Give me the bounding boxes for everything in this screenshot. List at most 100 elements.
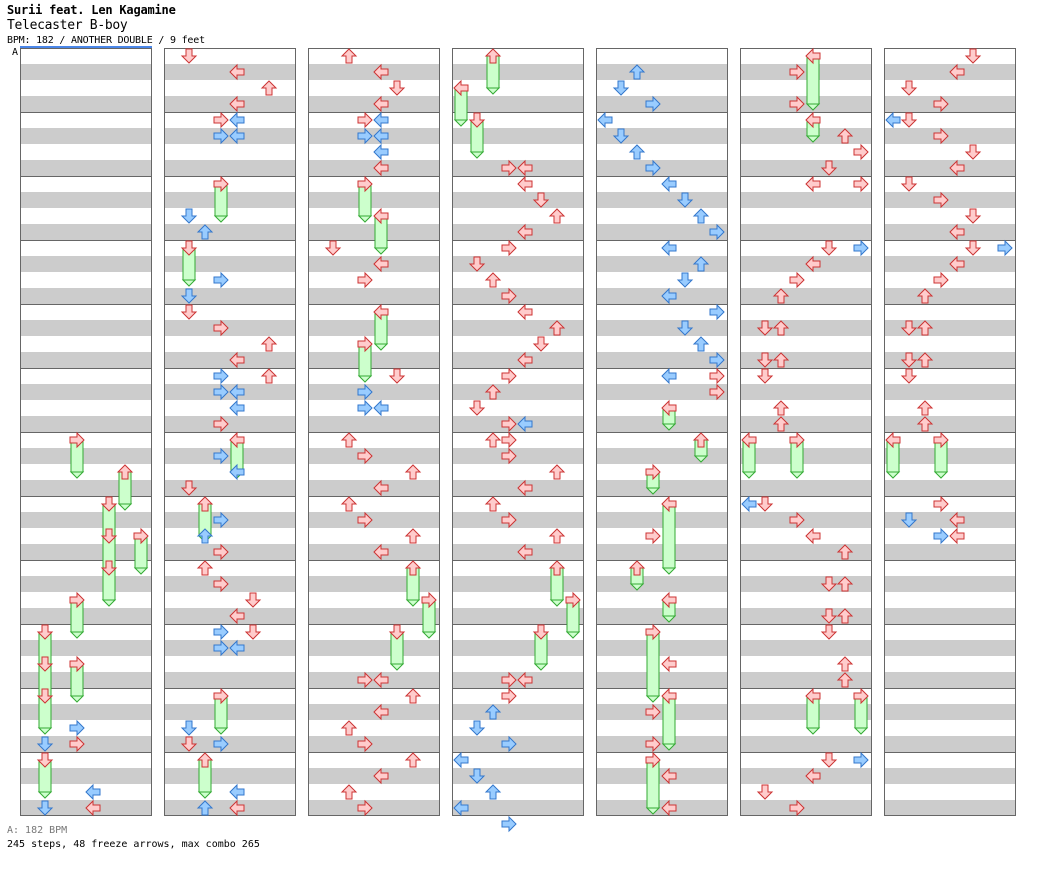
freeze-arrow bbox=[116, 464, 134, 480]
beat-stripe bbox=[740, 448, 872, 464]
step-arrow-blue bbox=[997, 239, 1013, 257]
step-arrow-blue bbox=[661, 287, 677, 305]
freeze-arrow bbox=[69, 431, 85, 449]
beat-stripe bbox=[740, 160, 872, 176]
step-arrow-red bbox=[501, 447, 517, 465]
step-arrow-blue bbox=[373, 143, 389, 161]
freeze-arrow bbox=[373, 303, 389, 321]
beat-stripe bbox=[596, 544, 728, 560]
step-arrow-red bbox=[789, 511, 805, 529]
step-arrow-blue bbox=[213, 623, 229, 641]
step-arrow-blue bbox=[85, 783, 101, 801]
freeze-end bbox=[469, 151, 485, 159]
freeze-arrow bbox=[661, 399, 677, 417]
beat-stripe bbox=[740, 96, 872, 112]
beat-stripe bbox=[164, 288, 296, 304]
step-arrow-red bbox=[900, 176, 918, 192]
step-arrow-red bbox=[229, 351, 245, 369]
step-arrow-blue bbox=[453, 799, 469, 817]
chart-stats: 245 steps, 48 freeze arrows, max combo 2… bbox=[7, 839, 260, 850]
step-arrow-red bbox=[949, 159, 965, 177]
step-arrow-blue bbox=[357, 399, 373, 417]
step-arrow-red bbox=[373, 703, 389, 721]
step-arrow-red bbox=[373, 671, 389, 689]
step-arrow-red bbox=[933, 495, 949, 513]
freeze-end bbox=[661, 423, 677, 431]
beat-stripe bbox=[164, 256, 296, 272]
step-arrow-red bbox=[517, 223, 533, 241]
beat-stripe bbox=[452, 512, 584, 528]
beat-stripe bbox=[452, 448, 584, 464]
step-arrow-red bbox=[709, 367, 725, 385]
beat-stripe bbox=[740, 704, 872, 720]
step-arrow-red bbox=[388, 80, 406, 96]
beat-stripe bbox=[884, 288, 1016, 304]
freeze-arrow bbox=[468, 112, 486, 128]
step-arrow-red bbox=[772, 288, 790, 304]
beat-stripe bbox=[20, 288, 152, 304]
beat-stripe bbox=[452, 704, 584, 720]
beat-stripe bbox=[308, 320, 440, 336]
step-arrow-red bbox=[820, 608, 838, 624]
step-arrow-red bbox=[517, 159, 533, 177]
step-arrow-red bbox=[756, 352, 774, 368]
step-arrow-red bbox=[229, 95, 245, 113]
step-arrow-red bbox=[949, 223, 965, 241]
freeze-end bbox=[661, 615, 677, 623]
freeze-end bbox=[101, 599, 117, 607]
freeze-arrow bbox=[645, 463, 661, 481]
beat-stripe bbox=[596, 160, 728, 176]
step-arrow-red bbox=[916, 416, 934, 432]
freeze-end bbox=[645, 695, 661, 703]
freeze-arrow bbox=[196, 496, 214, 512]
step-arrow-red bbox=[213, 111, 229, 129]
beat-stripe bbox=[884, 320, 1016, 336]
beat-stripe bbox=[596, 672, 728, 688]
step-arrow-red bbox=[805, 767, 821, 785]
beat-stripe bbox=[740, 224, 872, 240]
beat-stripe bbox=[740, 576, 872, 592]
chart-column bbox=[740, 48, 872, 816]
freeze-end bbox=[661, 567, 677, 575]
beat-stripe bbox=[740, 672, 872, 688]
freeze-end bbox=[357, 375, 373, 383]
step-arrow-red bbox=[836, 576, 854, 592]
step-arrow-red bbox=[916, 352, 934, 368]
step-arrow-red bbox=[933, 127, 949, 145]
beat-stripe bbox=[308, 640, 440, 656]
step-arrow-red bbox=[820, 752, 838, 768]
step-arrow-blue bbox=[373, 399, 389, 417]
beat-stripe bbox=[596, 448, 728, 464]
column-border bbox=[20, 48, 152, 816]
freeze-arrow bbox=[645, 751, 661, 769]
beat-stripe bbox=[596, 320, 728, 336]
beat-stripe bbox=[884, 800, 1016, 816]
step-arrow-blue bbox=[229, 783, 245, 801]
beat-stripe bbox=[740, 192, 872, 208]
beat-stripe bbox=[164, 704, 296, 720]
beat-stripe bbox=[452, 256, 584, 272]
step-arrow-red bbox=[900, 368, 918, 384]
bpm-section-marker-line bbox=[20, 46, 152, 48]
beat-stripe bbox=[164, 416, 296, 432]
step-arrow-blue bbox=[229, 463, 245, 481]
step-arrow-red bbox=[949, 527, 965, 545]
step-arrow-blue bbox=[229, 399, 245, 417]
beat-stripe bbox=[452, 768, 584, 784]
freeze-arrow bbox=[36, 624, 54, 640]
step-arrow-blue bbox=[501, 735, 517, 753]
beat-stripe bbox=[452, 320, 584, 336]
song-artist: Surii feat. Len Kagamine bbox=[7, 3, 176, 17]
step-arrow-red bbox=[484, 432, 502, 448]
step-arrow-blue bbox=[69, 719, 85, 737]
beat-stripe bbox=[20, 768, 152, 784]
freeze-end bbox=[213, 727, 229, 735]
beat-stripe bbox=[164, 544, 296, 560]
column-border bbox=[452, 48, 584, 816]
freeze-arrow bbox=[661, 591, 677, 609]
chart-column bbox=[452, 48, 584, 816]
step-arrow-red bbox=[229, 799, 245, 817]
step-arrow-red bbox=[933, 95, 949, 113]
beat-stripe bbox=[164, 512, 296, 528]
